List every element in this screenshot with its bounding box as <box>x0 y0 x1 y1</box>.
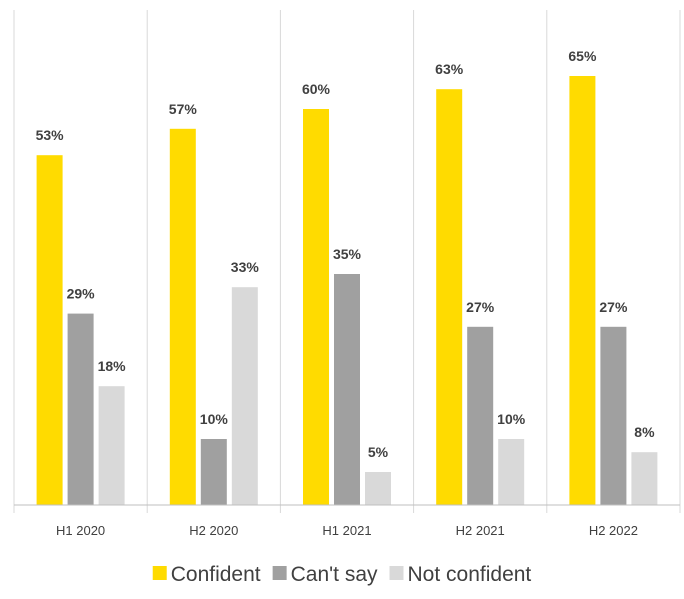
data-label: 60% <box>302 81 331 97</box>
bar-can-t-say <box>200 439 227 505</box>
bar-can-t-say <box>600 326 627 505</box>
bar-not-confident <box>231 287 258 505</box>
data-label: 27% <box>599 299 628 315</box>
data-label: 27% <box>466 299 495 315</box>
legend-label: Confident <box>171 563 261 586</box>
bar-not-confident <box>365 472 391 505</box>
data-label: 57% <box>169 101 198 117</box>
bar-confident <box>169 128 196 506</box>
data-label: 29% <box>67 286 96 302</box>
bar-series-group <box>36 76 658 506</box>
legend-swatch <box>272 566 287 580</box>
bar-can-t-say <box>67 313 94 505</box>
data-label: 10% <box>497 411 526 427</box>
legend-label: Can't say <box>291 563 378 586</box>
bar-confident <box>303 109 329 505</box>
legend: Confident Can't say Not confident <box>152 563 532 586</box>
legend-swatch <box>389 566 404 580</box>
data-label: 33% <box>231 259 260 275</box>
legend-label: Not confident <box>408 563 532 586</box>
x-tick-label: H2 2022 <box>589 523 638 538</box>
bar-not-confident <box>631 452 658 505</box>
data-label-group: 53% 29% 18% 57% 10% 33% 60% 35% 5% 63% 27% 10% 65% 27… <box>36 48 655 460</box>
bar-confident <box>436 89 463 505</box>
x-tick-label: H1 2020 <box>56 523 105 538</box>
legend-item-not-confident: Not confident <box>389 563 532 586</box>
x-tick-label: H1 2021 <box>322 523 371 538</box>
bar-confident <box>36 155 63 505</box>
x-axis: H1 2020 H2 2020 H1 2021 H2 2021 H2 2022 <box>14 504 680 538</box>
bar-not-confident <box>98 386 125 505</box>
category-separators <box>13 10 681 513</box>
data-label: 5% <box>368 444 389 460</box>
bar-can-t-say <box>334 274 360 505</box>
bar-confident <box>569 76 596 505</box>
legend-item-can-t-say: Can't say <box>272 563 378 586</box>
legend-item-confident: Confident <box>152 563 261 586</box>
legend-swatch <box>152 566 167 580</box>
bar-not-confident <box>498 439 525 505</box>
data-label: 10% <box>200 411 229 427</box>
data-label: 35% <box>333 246 362 262</box>
data-label: 63% <box>435 61 464 77</box>
data-label: 18% <box>98 358 127 374</box>
x-tick-label: H2 2020 <box>189 523 238 538</box>
data-label: 8% <box>634 424 655 440</box>
data-label: 65% <box>568 48 597 64</box>
bar-can-t-say <box>467 326 494 505</box>
x-tick-label: H2 2021 <box>456 523 505 538</box>
data-label: 53% <box>36 127 65 143</box>
